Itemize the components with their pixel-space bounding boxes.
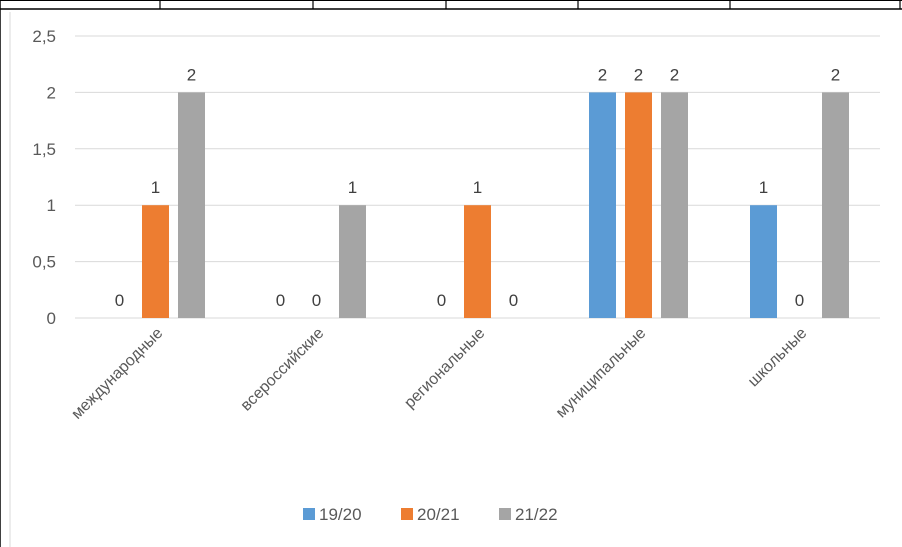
data-label: 0 [312, 291, 321, 310]
x-tick-label: муниципальные [553, 325, 650, 422]
y-tick-label: 2,5 [32, 27, 56, 46]
bar-3-0 [589, 92, 616, 319]
y-tick-label: 1,5 [32, 140, 56, 159]
bar-2-1 [464, 205, 491, 318]
data-labels: 0 1 2 0 0 1 0 1 0 2 2 2 1 0 2 [115, 65, 840, 310]
data-label: 1 [473, 178, 482, 197]
bar-4-0 [750, 205, 777, 318]
legend-swatch-2 [499, 508, 511, 520]
x-tick-label: школьные [745, 325, 810, 390]
x-tick-label: всероссийские [238, 325, 328, 415]
legend-swatch-0 [303, 508, 315, 520]
y-tick-label: 0,5 [32, 253, 56, 272]
bars [142, 92, 849, 319]
data-label: 0 [509, 291, 518, 310]
data-label: 2 [187, 65, 196, 84]
legend-label: 21/22 [515, 505, 558, 524]
data-label: 2 [598, 65, 607, 84]
bar-3-2 [661, 92, 688, 319]
legend-label: 20/21 [417, 505, 460, 524]
data-label: 2 [634, 65, 643, 84]
legend-swatch-1 [401, 508, 413, 520]
legend-label: 19/20 [319, 505, 362, 524]
data-label: 0 [276, 291, 285, 310]
bar-1-2 [339, 205, 366, 318]
data-label: 2 [670, 65, 679, 84]
legend: 19/20 20/21 21/22 [303, 505, 558, 524]
data-label: 1 [759, 178, 768, 197]
x-tick-label: региональные [401, 325, 488, 412]
y-axis: 0 0,5 1 1,5 2 2,5 [32, 27, 56, 328]
bar-0-2 [178, 92, 205, 319]
y-tick-label: 1 [47, 196, 56, 215]
data-label: 1 [348, 178, 357, 197]
bar-4-2 [822, 92, 849, 319]
data-label: 1 [151, 178, 160, 197]
data-label: 0 [795, 291, 804, 310]
x-tick-label: международные [68, 325, 166, 423]
data-label: 0 [437, 291, 446, 310]
y-tick-label: 2 [47, 83, 56, 102]
bar-3-1 [625, 92, 652, 319]
bar-0-1 [142, 205, 169, 318]
x-axis: международные всероссийские региональные му… [68, 325, 810, 423]
data-label: 0 [115, 291, 124, 310]
y-tick-label: 0 [47, 309, 56, 328]
data-label: 2 [831, 65, 840, 84]
